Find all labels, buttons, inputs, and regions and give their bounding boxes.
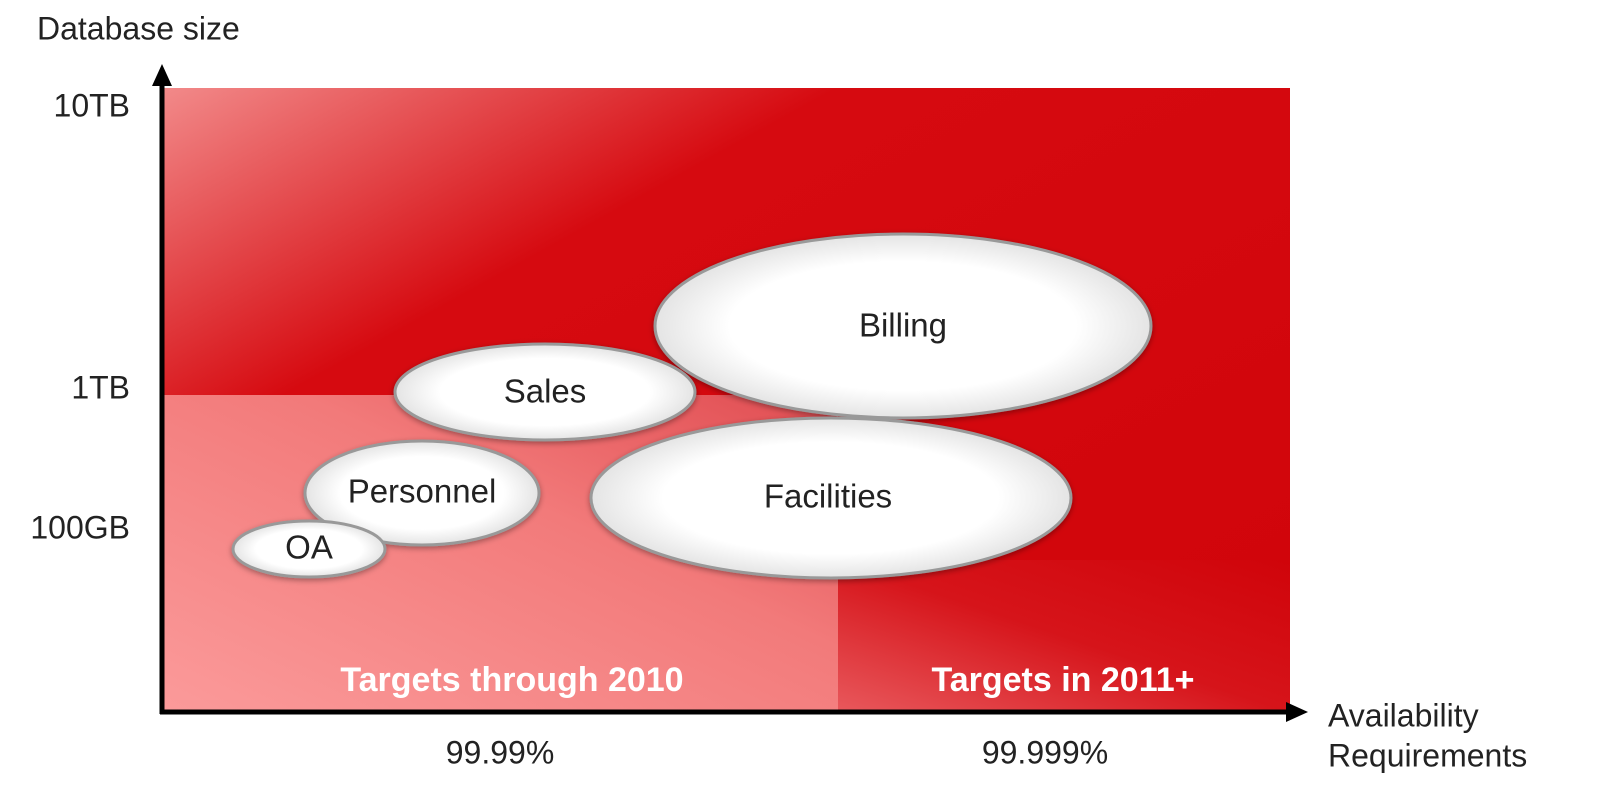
bubble bbox=[231, 519, 387, 579]
bubble-label: Billing bbox=[859, 307, 947, 344]
bubble bbox=[653, 232, 1153, 420]
y-tick-label: 1TB bbox=[71, 369, 130, 405]
region-label: Targets through 2010 bbox=[340, 661, 683, 699]
y-axis-arrow bbox=[152, 64, 172, 86]
bubble-label: Facilities bbox=[764, 478, 892, 515]
y-tick-label: 100GB bbox=[30, 509, 130, 545]
y-tick-label: 10TB bbox=[54, 87, 130, 123]
x-axis-label: Requirements bbox=[1328, 737, 1527, 773]
x-tick-label: 99.999% bbox=[982, 734, 1108, 770]
bubble-label: Sales bbox=[504, 373, 587, 410]
x-axis-label: Availability bbox=[1328, 697, 1479, 733]
bubble-label: Personnel bbox=[348, 473, 497, 510]
region-label: Targets in 2011+ bbox=[931, 661, 1194, 699]
bubble bbox=[589, 416, 1073, 580]
region-2011 bbox=[838, 560, 1290, 712]
bubble-label: OA bbox=[285, 529, 333, 566]
x-axis-arrow bbox=[1286, 702, 1308, 722]
bubble bbox=[393, 342, 697, 442]
y-axis-label: Database size bbox=[37, 10, 240, 46]
bubble bbox=[303, 439, 541, 547]
x-tick-label: 99.99% bbox=[446, 734, 555, 770]
